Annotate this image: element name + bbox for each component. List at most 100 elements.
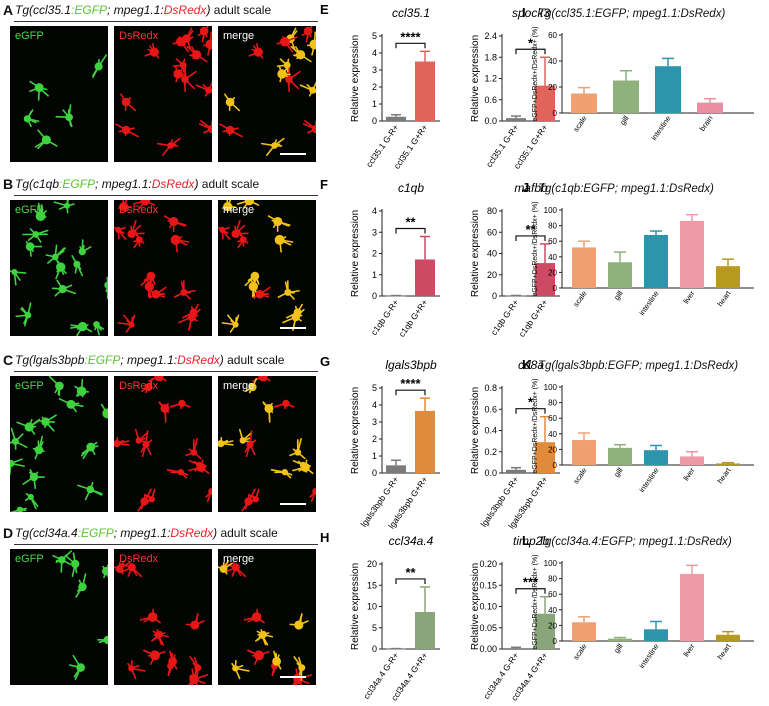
y-tick-label: 80 (487, 206, 497, 216)
error-bar (650, 446, 662, 451)
error-bar (578, 433, 590, 440)
cell (159, 402, 169, 422)
cell (10, 507, 26, 512)
cell (75, 380, 88, 397)
y-tick-label: 4 (372, 48, 377, 58)
y-tick-label: 100 (544, 206, 558, 215)
bar (415, 259, 435, 296)
y-tick-label: 20 (367, 559, 377, 569)
cell (59, 399, 82, 412)
bar (608, 639, 632, 641)
category-label: gill (612, 289, 625, 302)
cell (144, 650, 165, 664)
cell (53, 281, 75, 296)
category-label: c1qb G-R+ (489, 297, 521, 337)
cell (56, 105, 73, 126)
chart-title: Tg(lgals3bpb:EGFP; mpeg1.1:DsRedx) (538, 360, 738, 372)
cell (39, 415, 56, 431)
y-tick-label: 0 (372, 468, 377, 478)
micrograph-label: DsRedx (119, 30, 158, 42)
title-mid: ; mpeg1.1: (107, 3, 164, 17)
error-bar (420, 398, 430, 411)
title-tail: adult scale (217, 526, 278, 540)
bar (644, 450, 668, 465)
category-label: heart (715, 465, 733, 485)
cell (53, 551, 71, 572)
y-tick-label: 15 (367, 580, 377, 590)
y-tick-label: 0 (372, 644, 377, 654)
y-tick-label: 0 (553, 637, 558, 646)
y-tick-label: 3 (372, 417, 377, 427)
cell (218, 227, 230, 240)
cell (275, 400, 294, 409)
error-bar (662, 58, 674, 66)
bar (644, 629, 668, 641)
micrograph-merge: merge (218, 200, 316, 336)
error-bar (722, 259, 734, 266)
micrograph-label: eGFP (15, 380, 44, 392)
category-label: c1qb G+R+ (397, 297, 430, 338)
cell (50, 377, 64, 395)
title-gene: lgals3bpb (33, 353, 84, 367)
panel-label-K: K (522, 357, 532, 372)
micrograph-green: eGFP (10, 200, 108, 336)
cell (128, 661, 145, 679)
cell (121, 94, 135, 110)
cell (10, 429, 27, 449)
y-tick-label: 80 (548, 575, 557, 584)
y-tick-label: 2 (372, 434, 377, 444)
cell (16, 303, 31, 325)
cell (308, 32, 316, 55)
y-tick-label: 4 (372, 400, 377, 410)
cell (34, 437, 44, 459)
error-bar (614, 252, 626, 262)
cell (272, 469, 292, 478)
error-bar (511, 468, 521, 470)
category-label: c1qb G-R+ (369, 297, 401, 337)
cell (186, 439, 201, 459)
cell (128, 221, 144, 238)
micrograph-label: merge (223, 380, 254, 392)
panel-label-B: B (3, 176, 13, 192)
micrograph-label: DsRedx (119, 380, 158, 392)
panel-label-J: J (522, 180, 529, 195)
y-tick-label: 0 (553, 284, 558, 293)
category-label: heart (715, 288, 733, 308)
title-mid: ; mpeg1.1: (95, 177, 152, 191)
micrograph-merge: merge (218, 549, 316, 685)
title-dsred: DsRedx (170, 526, 213, 540)
category-label: scale (571, 466, 588, 486)
cell (186, 614, 204, 630)
chart-title: Tg(ccl34a.4:EGFP; mpeg1.1:DsRedx) (538, 536, 732, 548)
bar (608, 448, 632, 465)
cell (24, 110, 39, 126)
cell (171, 235, 189, 252)
error-bar (420, 587, 430, 612)
cell (102, 405, 108, 420)
micrograph-label: merge (223, 30, 254, 42)
error-bar (620, 71, 632, 81)
error-bar (511, 647, 521, 648)
error-bar (722, 632, 734, 635)
y-tick-label: 20 (548, 621, 557, 630)
scale-bar (280, 153, 306, 155)
cell (263, 402, 273, 422)
cell (304, 117, 316, 133)
y-tick-label: 60 (548, 237, 557, 246)
cell (78, 483, 102, 500)
cell (55, 257, 66, 278)
y-axis-label: Relative expression (350, 387, 361, 474)
bar (613, 81, 639, 114)
y-tick-label: 1.2 (484, 74, 497, 84)
panel-label-I: I (522, 5, 526, 20)
bar (572, 247, 596, 288)
error-bar (614, 445, 626, 448)
bar (680, 574, 704, 641)
micrograph-red: DsRedx (114, 376, 212, 512)
error-bar (391, 460, 401, 465)
significance-stars: **** (400, 29, 421, 44)
y-tick-label: 3 (372, 227, 377, 237)
title-gene: ccl35.1 (33, 3, 71, 17)
title-prefix: Tg( (15, 3, 33, 17)
